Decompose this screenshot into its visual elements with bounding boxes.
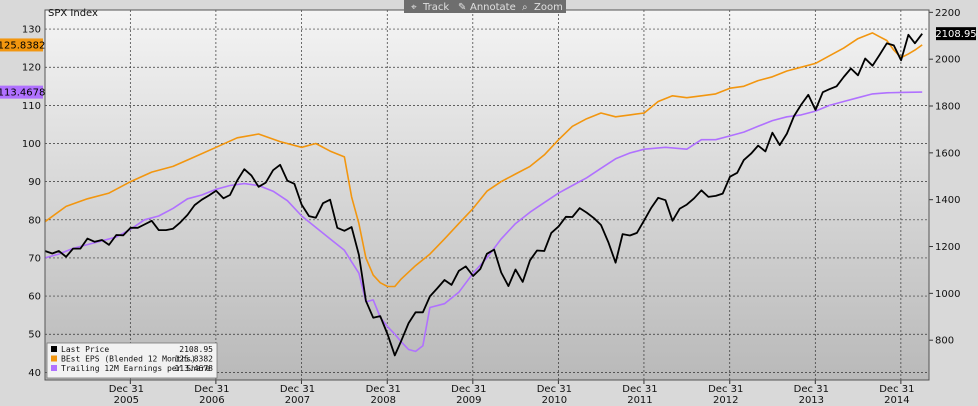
zoom-label: Zoom — [534, 2, 563, 13]
x-tick-label: Dec 31 — [537, 384, 572, 395]
legend-series-value: 113.4678 — [174, 364, 213, 373]
left-tick-label: 70 — [28, 253, 41, 264]
left-tick-label: 60 — [28, 292, 41, 303]
legend-series-name: Last Price — [61, 345, 109, 354]
value-badge-label: 113.4678 — [0, 88, 45, 99]
legend-box — [46, 342, 218, 379]
x-tick-label: Dec 31 — [366, 384, 401, 395]
chart-title: SPX Index — [48, 8, 98, 19]
legend-swatch — [51, 365, 57, 371]
right-tick-label: 1000 — [935, 289, 960, 300]
x-tick-year: 2012 — [713, 395, 738, 406]
series-line-best-eps — [44, 32, 923, 288]
x-tick-label: Dec 31 — [451, 384, 486, 395]
left-tick-label: 120 — [22, 63, 41, 74]
right-tick-label: 800 — [935, 336, 954, 347]
x-tick-year: 2007 — [285, 395, 310, 406]
legend-swatch — [51, 346, 57, 352]
x-tick-year: 2013 — [799, 395, 824, 406]
track-label: Track — [422, 2, 449, 13]
right-tick-label: 1200 — [935, 242, 960, 253]
value-badge-label: 2108.95 — [935, 29, 976, 40]
x-tick-year: 2005 — [114, 395, 139, 406]
legend-series-value: 125.8382 — [174, 355, 213, 364]
value-badge — [0, 85, 43, 99]
x-tick-label: Dec 31 — [622, 384, 657, 395]
legend-series-value: 2108.95 — [179, 345, 213, 354]
x-tick-year: 2008 — [371, 395, 396, 406]
x-tick-label: Dec 31 — [280, 384, 315, 395]
zoom-icon: ⌕ — [522, 2, 528, 13]
pencil-icon: ✎ — [458, 2, 466, 13]
x-tick-year: 2009 — [456, 395, 481, 406]
track-button[interactable]: ⌖ Track — [411, 2, 449, 13]
value-badge — [936, 27, 976, 41]
left-tick-label: 100 — [22, 139, 41, 150]
left-tick-label: 50 — [28, 330, 41, 341]
right-tick-label: 1600 — [935, 148, 960, 159]
series-line-last-price — [44, 33, 923, 357]
left-tick-label: 80 — [28, 215, 41, 226]
series-line-trailing-eps — [44, 91, 923, 353]
x-tick-label: Dec 31 — [708, 384, 743, 395]
x-tick-label: Dec 31 — [194, 384, 229, 395]
x-tick-year: 2010 — [542, 395, 567, 406]
x-tick-label: Dec 31 — [794, 384, 829, 395]
x-tick-year: 2014 — [884, 395, 909, 406]
value-badge-label: 125.8382 — [0, 40, 45, 51]
left-tick-label: 110 — [22, 101, 41, 112]
right-tick-label: 1400 — [935, 195, 960, 206]
legend-series-name: Trailing 12M Earnings per Share — [61, 364, 210, 373]
right-tick-label: 2200 — [935, 8, 960, 19]
left-tick-label: 40 — [28, 368, 41, 379]
right-tick-label: 2000 — [935, 55, 960, 66]
plot-area — [45, 10, 929, 380]
x-tick-year: 2011 — [627, 395, 652, 406]
left-tick-label: 130 — [22, 25, 41, 36]
right-tick-label: 1800 — [935, 102, 960, 113]
value-badge — [0, 38, 43, 52]
chart-toolbar: ⌖ Track ✎ Annotate ⌕ Zoom — [404, 0, 566, 13]
series-group — [44, 32, 923, 357]
track-icon: ⌖ — [411, 2, 417, 13]
value-badges: 2108.95 125.8382 113.4678 — [0, 27, 977, 99]
annotate-label: Annotate — [470, 2, 516, 13]
toolbar-background — [404, 0, 566, 13]
annotate-button[interactable]: ✎ Annotate — [458, 2, 516, 13]
legend-swatch — [51, 355, 57, 362]
left-tick-label: 90 — [28, 177, 41, 188]
x-tick-label: Dec 31 — [879, 384, 914, 395]
axes: 40 50 60 70 80 90 100 110 120 130 800 1000 1200 1400 1… — [22, 8, 961, 406]
x-tick-label: Dec 31 — [109, 384, 144, 395]
x-tick-year: 2006 — [199, 395, 224, 406]
zoom-button[interactable]: ⌕ Zoom — [522, 2, 563, 13]
legend-series-name: BEst EPS (Blended 12 Months) — [61, 355, 196, 364]
